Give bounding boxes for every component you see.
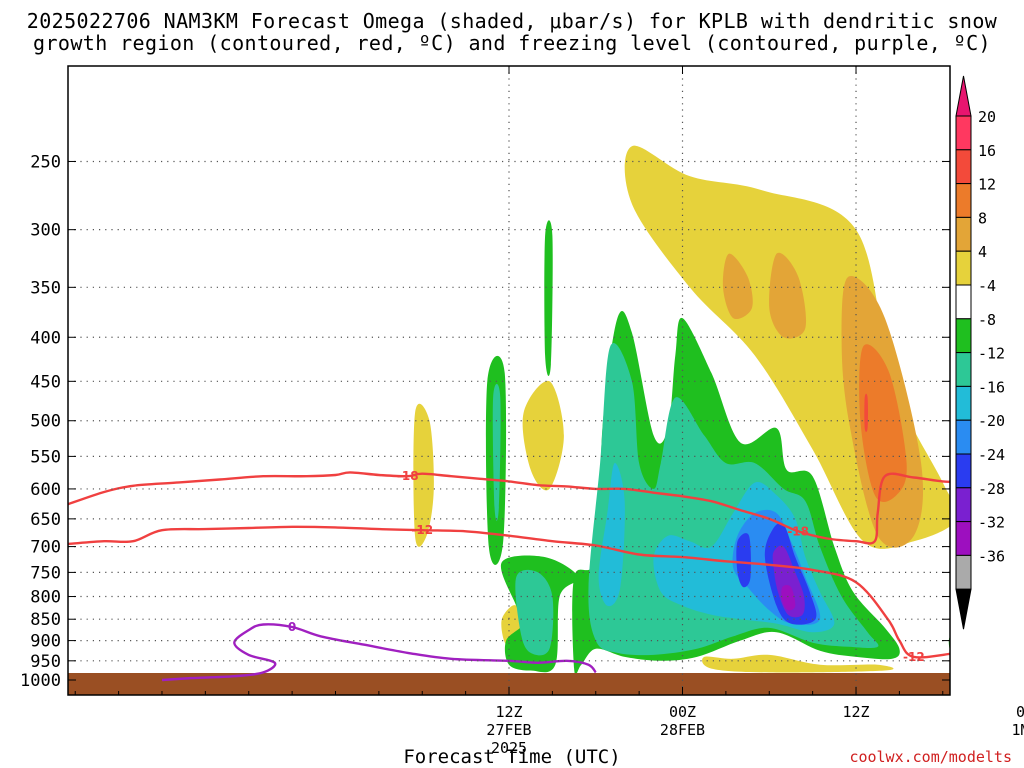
colorbar-label: -20	[978, 412, 1005, 430]
y-tick-label: 350	[30, 278, 61, 298]
x-axis-title: Forecast Time (UTC)	[403, 746, 621, 768]
omega-region-neg4	[544, 220, 553, 377]
colorbar-segment	[955, 521, 972, 556]
colorbar-label: -8	[978, 311, 996, 329]
colorbar-label: 8	[978, 209, 987, 227]
dgz-contour-label: -12	[411, 523, 433, 537]
x-tick-label: 12Z	[495, 703, 522, 721]
omega-region-8	[722, 253, 753, 320]
colorbar-label: 20	[978, 108, 996, 126]
y-tick-label: 500	[30, 412, 61, 432]
colorbar-segment	[955, 149, 972, 185]
colorbar-top-arrow	[955, 75, 972, 117]
y-tick-label: 650	[30, 510, 61, 530]
y-tick-label: 450	[30, 372, 61, 392]
omega-region-neg24	[772, 545, 805, 618]
colorbar-label: -4	[978, 277, 996, 295]
y-tick-label: 700	[30, 538, 61, 558]
colorbar-label: -28	[978, 480, 1005, 498]
omega-region-4	[413, 403, 434, 547]
omega-region-4	[702, 654, 894, 673]
colorbar-label: -24	[978, 446, 1005, 464]
colorbar-segment	[955, 183, 972, 218]
y-tick-label: 250	[30, 152, 61, 172]
colorbar-segment	[955, 554, 972, 590]
colorbar-segment	[955, 250, 972, 286]
colorbar: 20 16 12 8 4 -4 -8 -12 -16 -20 -24 -28 -32 -36	[955, 75, 1005, 630]
colorbar-label: 4	[978, 243, 987, 261]
omega-region-neg8	[492, 383, 501, 521]
colorbar-segment	[955, 487, 972, 523]
y-tick-label: 900	[30, 632, 61, 652]
dgz-contour-line	[68, 471, 950, 545]
chart-title-line-1: 2025022706 NAM3KM Forecast Omega (shaded…	[26, 9, 998, 33]
ground-surface	[68, 673, 950, 695]
x-tick-label: 2025	[491, 739, 527, 757]
credit-link[interactable]: coolwx.com/modelts	[849, 748, 1012, 766]
x-tick-label: 12Z	[842, 703, 869, 721]
shaded-omega-layer	[413, 145, 1004, 675]
x-tick-label: 27FEB	[486, 721, 531, 739]
chart-title-line-2: growth region (contoured, red, ºC) and f…	[33, 31, 991, 55]
dgz-contour-line	[68, 525, 950, 659]
colorbar-label: 12	[978, 176, 996, 194]
freezing-contour-line	[161, 623, 597, 682]
colorbar-segment	[955, 419, 972, 455]
omega-region-neg28	[781, 584, 796, 611]
colorbar-label: 16	[978, 142, 996, 160]
colorbar-segment	[955, 115, 972, 151]
colorbar-segment	[955, 216, 972, 252]
colorbar-label: -12	[978, 345, 1005, 363]
y-tick-label: 750	[30, 563, 61, 583]
colorbar-segment	[955, 453, 972, 489]
y-tick-label: 400	[30, 328, 61, 348]
y-tick-label: 600	[30, 480, 61, 500]
omega-region-neg8	[515, 569, 554, 656]
colorbar-label: -32	[978, 514, 1005, 532]
x-tick-label: 1MAR	[1011, 721, 1024, 739]
y-axis: 2503003504004505005506006507007508008509…	[20, 152, 950, 691]
contour-layer: -18 -18 -12 -12 0	[68, 469, 950, 682]
colorbar-segment	[955, 385, 972, 421]
omega-region-8	[769, 252, 807, 339]
freezing-contour-label: 0	[288, 620, 296, 634]
y-tick-label: 1000	[20, 671, 61, 691]
y-tick-label: 850	[30, 610, 61, 630]
y-tick-label: 950	[30, 652, 61, 672]
gridlines	[68, 66, 950, 695]
y-tick-label: 300	[30, 221, 61, 241]
dgz-contour-label: -12	[903, 650, 925, 664]
omega-region-12	[859, 344, 907, 502]
x-tick-label: 00Z	[1016, 703, 1024, 721]
dgz-contour-label: -18	[787, 524, 809, 538]
dgz-contour-label: -18	[397, 469, 419, 483]
x-tick-label: 28FEB	[660, 721, 705, 739]
omega-region-neg4	[948, 636, 950, 651]
omega-region-neg20	[736, 533, 752, 588]
y-tick-label: 550	[30, 447, 61, 467]
colorbar-label: -36	[978, 547, 1005, 565]
x-tick-label: 00Z	[669, 703, 696, 721]
colorbar-segment	[955, 284, 972, 320]
y-tick-label: 800	[30, 588, 61, 608]
omega-region-neg8	[965, 636, 1004, 659]
colorbar-label: -16	[978, 378, 1005, 396]
omega-region-4	[522, 380, 564, 491]
omega-region-neg12	[598, 462, 625, 607]
colorbar-segment	[955, 318, 972, 354]
colorbar-bottom-arrow	[955, 588, 972, 630]
x-axis: 12Z27FEB202500Z28FEB12Z00Z1MAR12Z	[74, 66, 1024, 757]
colorbar-segment	[955, 352, 972, 387]
omega-region-16	[864, 393, 868, 432]
